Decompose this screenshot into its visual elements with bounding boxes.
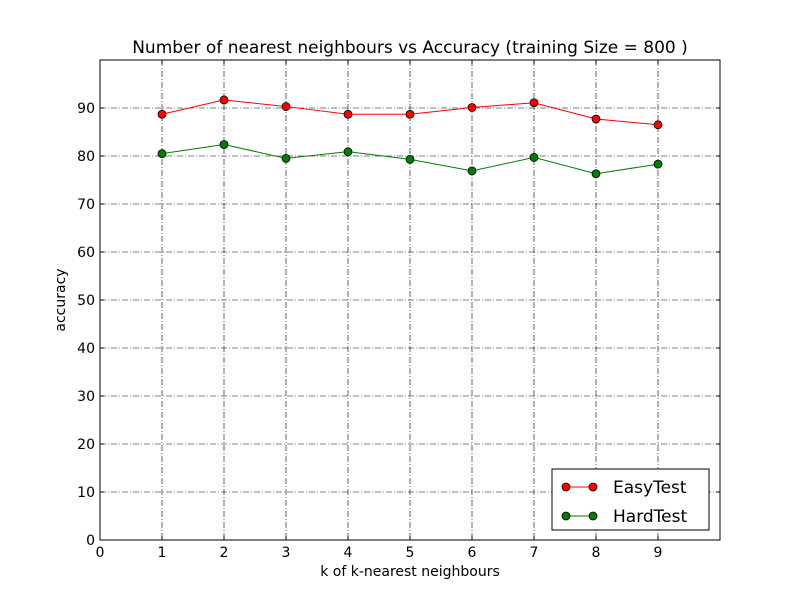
x-axis-ticks: 0 1 2 3 4 5 6 7 8 9 bbox=[96, 60, 663, 561]
y-tick-label: 70 bbox=[77, 197, 95, 213]
x-tick-label: 4 bbox=[344, 545, 353, 561]
x-tick-label: 1 bbox=[158, 545, 167, 561]
y-tick-label: 80 bbox=[77, 149, 95, 165]
series-hardtest bbox=[157, 140, 663, 179]
legend-marker-easytest bbox=[588, 482, 598, 492]
data-point-easytest bbox=[405, 109, 415, 119]
data-point-hardtest bbox=[653, 159, 663, 169]
data-point-hardtest bbox=[591, 169, 601, 179]
x-tick-label: 6 bbox=[468, 545, 477, 561]
y-tick-label: 0 bbox=[86, 533, 95, 549]
y-axis-label: accuracy bbox=[53, 268, 69, 331]
legend-box bbox=[551, 468, 710, 531]
grid bbox=[100, 60, 720, 540]
series-easytest bbox=[157, 95, 663, 130]
x-tick-label: 0 bbox=[96, 545, 105, 561]
x-tick-label: 5 bbox=[406, 545, 415, 561]
data-point-easytest bbox=[591, 114, 601, 124]
series-layer bbox=[157, 95, 663, 179]
data-point-hardtest bbox=[281, 153, 291, 163]
y-tick-label: 20 bbox=[77, 437, 95, 453]
data-point-easytest bbox=[219, 95, 229, 105]
legend-label-easytest: EasyTest bbox=[613, 478, 687, 498]
data-point-hardtest bbox=[467, 166, 477, 176]
data-point-easytest bbox=[467, 103, 477, 112]
y-tick-label: 40 bbox=[77, 341, 95, 357]
data-point-easytest bbox=[157, 109, 167, 119]
data-point-hardtest bbox=[529, 153, 539, 162]
y-tick-label: 10 bbox=[77, 485, 95, 501]
x-tick-label: 2 bbox=[220, 545, 229, 561]
y-tick-label: 30 bbox=[77, 389, 95, 405]
y-tick-label: 60 bbox=[77, 245, 95, 261]
legend-label-hardtest: HardTest bbox=[613, 507, 687, 527]
legend-entry-easytest: EasyTest bbox=[561, 478, 687, 498]
data-point-easytest bbox=[343, 109, 353, 119]
legend-entry-hardtest: HardTest bbox=[561, 507, 687, 527]
data-point-easytest bbox=[653, 120, 663, 130]
legend: EasyTest HardTest bbox=[551, 468, 710, 531]
data-point-hardtest bbox=[343, 147, 353, 157]
data-point-hardtest bbox=[405, 154, 415, 164]
data-point-easytest bbox=[281, 102, 291, 111]
legend-marker-hardtest bbox=[588, 511, 598, 521]
y-tick-label: 50 bbox=[77, 293, 95, 309]
chart-title: Number of nearest neighbours vs Accuracy… bbox=[132, 38, 688, 58]
x-tick-label: 9 bbox=[654, 545, 663, 561]
legend-marker-hardtest bbox=[561, 511, 571, 521]
legend-marker-easytest bbox=[561, 482, 571, 492]
data-point-hardtest bbox=[157, 149, 167, 159]
x-tick-label: 8 bbox=[592, 545, 601, 561]
x-tick-label: 7 bbox=[530, 545, 539, 561]
y-axis-ticks: 0 10 20 30 40 50 60 70 80 90 bbox=[77, 101, 720, 549]
y-tick-label: 90 bbox=[77, 101, 95, 117]
x-axis-label: k of k-nearest neighbours bbox=[320, 564, 500, 580]
data-point-easytest bbox=[529, 98, 539, 108]
x-tick-label: 3 bbox=[282, 545, 291, 561]
data-point-hardtest bbox=[219, 140, 229, 149]
